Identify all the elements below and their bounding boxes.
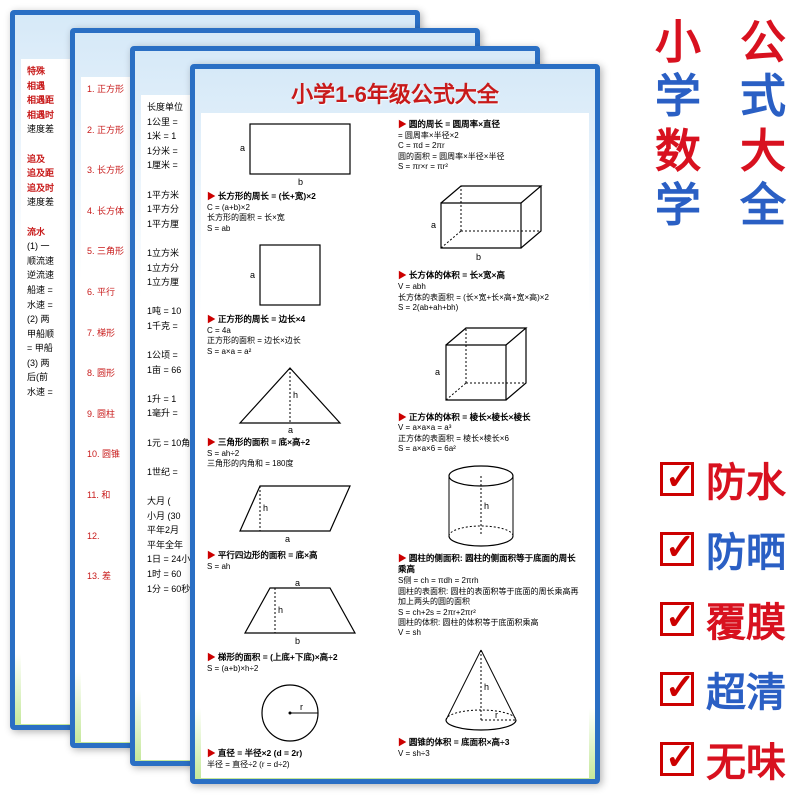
side-title-char: 学 — [655, 178, 701, 232]
svg-text:a: a — [250, 270, 255, 280]
shape-title: ▶ 长方体的体积 = 长×宽×高 — [398, 270, 583, 282]
poster-stack: 小学1-6年级公式大全 特殊相遇相遇距相遇时速度差 追及追及距追及时速度差 流水… — [10, 10, 620, 800]
side-title-char: 数 — [655, 124, 701, 178]
shape-title: ▶ 圆柱的侧面积: 圆柱的侧面积等于底面的周长乘高 — [398, 553, 583, 577]
shape-svg: hr — [421, 645, 561, 735]
svg-text:a: a — [295, 578, 300, 588]
shape-desc: V = sh÷3 — [398, 749, 583, 759]
svg-text:h: h — [293, 390, 298, 400]
shape-desc: 半径 = 直径÷2 (r = d÷2) — [207, 760, 392, 770]
check-icon: ✓ — [665, 459, 695, 495]
shape-title: ▶ 圆的周长 = 圆周率×直径 — [398, 119, 583, 131]
svg-text:a: a — [288, 425, 293, 435]
svg-text:r: r — [300, 702, 303, 712]
shapes-column-right: ▶ 圆的周长 = 圆周率×直径 = 圆周率×半径×2 C = πd = 2πr … — [398, 119, 583, 777]
feature-item: ✓ 覆膜 — [660, 590, 786, 648]
side-title-char: 公 — [740, 15, 786, 69]
shape-block: a ▶ 正方体的体积 = 棱长×棱长×棱长V = a×a×a = a³ 正方体的表… — [398, 320, 583, 455]
feature-item: ✓ 无味 — [660, 730, 786, 788]
svg-text:b: b — [298, 177, 303, 187]
shape-desc: V = a×a×a = a³ 正方体的表面积 = 棱长×棱长×6 S = a×a… — [398, 423, 583, 454]
shape-title: ▶ 梯形的面积 = (上底+下底)×高÷2 — [207, 652, 392, 664]
shape-desc: C = (a+b)×2 长方形的面积 = 长×宽 S = ab — [207, 203, 392, 234]
checkbox-icon: ✓ — [660, 742, 694, 776]
shape-block: ab▶ 长方形的周长 = (长+宽)×2C = (a+b)×2 长方形的面积 =… — [207, 119, 392, 234]
shape-svg: ha — [230, 476, 370, 548]
svg-text:b: b — [295, 636, 300, 646]
svg-text:b: b — [476, 252, 481, 262]
side-title-char: 全 — [740, 178, 786, 232]
side-title-char: 学 — [655, 69, 701, 123]
svg-text:h: h — [484, 501, 489, 511]
feature-text: 防晒 — [706, 520, 786, 578]
checkbox-icon: ✓ — [660, 532, 694, 566]
shape-block: hr▶ 圆锥的体积 = 底面积×高÷3V = sh÷3 — [398, 645, 583, 759]
shapes-column-left: ab▶ 长方形的周长 = (长+宽)×2C = (a+b)×2 长方形的面积 =… — [207, 119, 392, 777]
shape-svg: ab — [230, 119, 370, 189]
shape-desc: V = abh 长方体的表面积 = (长×宽+长×高+宽×高)×2 S = 2(… — [398, 282, 583, 313]
shape-svg: ab — [421, 178, 561, 268]
shape-block: a h b ▶ 梯形的面积 = (上底+下底)×高÷2S = (a+b)×h÷2 — [207, 578, 392, 674]
svg-text:a: a — [435, 367, 440, 377]
feature-item: ✓ 超清 — [660, 660, 786, 718]
shape-block: ha▶ 三角形的面积 = 底×高÷2S = ah÷2 三角形的内角和 = 180… — [207, 363, 392, 470]
shape-block: ab▶ 长方体的体积 = 长×宽×高V = abh 长方体的表面积 = (长×宽… — [398, 178, 583, 313]
shape-desc: S = ah÷2 三角形的内角和 = 180度 — [207, 449, 392, 470]
shape-svg: h — [421, 461, 561, 551]
check-icon: ✓ — [665, 529, 695, 565]
shape-desc: S = ah — [207, 562, 392, 572]
shape-svg: r — [230, 680, 370, 746]
check-icon: ✓ — [665, 739, 695, 775]
shape-desc: S侧 = ch = πdh = 2πrh 圆柱的表面积: 圆柱的表面积等于底面的… — [398, 576, 583, 638]
poster-body-4: ab▶ 长方形的周长 = (长+宽)×2C = (a+b)×2 长方形的面积 =… — [201, 113, 589, 778]
poster-card-4: 小学1-6年级公式大全 ab▶ 长方形的周长 = (长+宽)×2C = (a+b… — [190, 64, 600, 784]
svg-text:r: r — [495, 710, 498, 720]
shape-title: ▶ 直径 = 半径×2 (d = 2r) — [207, 748, 392, 760]
side-title-char: 小 — [655, 15, 701, 69]
shape-block: h ▶ 圆柱的侧面积: 圆柱的侧面积等于底面的周长乘高S侧 = ch = πdh … — [398, 461, 583, 639]
shape-svg: a — [421, 320, 561, 410]
svg-text:a: a — [285, 534, 290, 544]
shape-title: ▶ 正方形的周长 = 边长×4 — [207, 314, 392, 326]
svg-text:h: h — [278, 605, 283, 615]
feature-text: 无味 — [706, 730, 786, 788]
checkbox-icon: ✓ — [660, 602, 694, 636]
shape-block: ha▶ 平行四边形的面积 = 底×高S = ah — [207, 476, 392, 572]
poster-title: 小学1-6年级公式大全 — [195, 69, 595, 113]
svg-text:h: h — [263, 503, 268, 513]
side-title-col-2: 公式大全 — [740, 15, 786, 232]
feature-item: ✓ 防晒 — [660, 520, 786, 578]
check-icon: ✓ — [665, 669, 695, 705]
checkbox-icon: ✓ — [660, 462, 694, 496]
shape-svg: a h b — [230, 578, 370, 650]
checkbox-icon: ✓ — [660, 672, 694, 706]
shape-title: ▶ 平行四边形的面积 = 底×高 — [207, 550, 392, 562]
svg-text:a: a — [240, 143, 245, 153]
feature-item: ✓ 防水 — [660, 450, 786, 508]
svg-text:h: h — [484, 682, 489, 692]
side-title-char: 大 — [740, 124, 786, 178]
feature-text: 防水 — [706, 450, 786, 508]
shape-desc: S = (a+b)×h÷2 — [207, 664, 392, 674]
feature-text: 超清 — [706, 660, 786, 718]
shape-block: r ▶ 直径 = 半径×2 (d = 2r)半径 = 直径÷2 (r = d÷2) — [207, 680, 392, 770]
svg-text:a: a — [431, 220, 436, 230]
feature-text: 覆膜 — [706, 590, 786, 648]
feature-list: ✓ 防水 ✓ 防晒 ✓ 覆膜 ✓ 超清 ✓ 无味 — [660, 450, 786, 800]
shape-block: ▶ 圆的周长 = 圆周率×直径 = 圆周率×半径×2 C = πd = 2πr … — [398, 119, 583, 172]
shape-block: a ▶ 正方形的周长 = 边长×4C = 4a 正方形的面积 = 边长×边长 S … — [207, 240, 392, 357]
shape-title: ▶ 圆锥的体积 = 底面积×高÷3 — [398, 737, 583, 749]
check-icon: ✓ — [665, 599, 695, 635]
shape-title: ▶ 三角形的面积 = 底×高÷2 — [207, 437, 392, 449]
side-title-col-1: 小学数学 — [655, 15, 701, 232]
shape-title: ▶ 正方体的体积 = 棱长×棱长×棱长 — [398, 412, 583, 424]
shape-svg: ha — [230, 363, 370, 435]
shape-title: ▶ 长方形的周长 = (长+宽)×2 — [207, 191, 392, 203]
shape-desc: = 圆周率×半径×2 C = πd = 2πr 圆的面积 = 圆周率×半径×半径… — [398, 131, 583, 173]
shape-desc: C = 4a 正方形的面积 = 边长×边长 S = a×a = a² — [207, 326, 392, 357]
shape-svg: a — [230, 240, 370, 312]
side-title-char: 式 — [740, 69, 786, 123]
